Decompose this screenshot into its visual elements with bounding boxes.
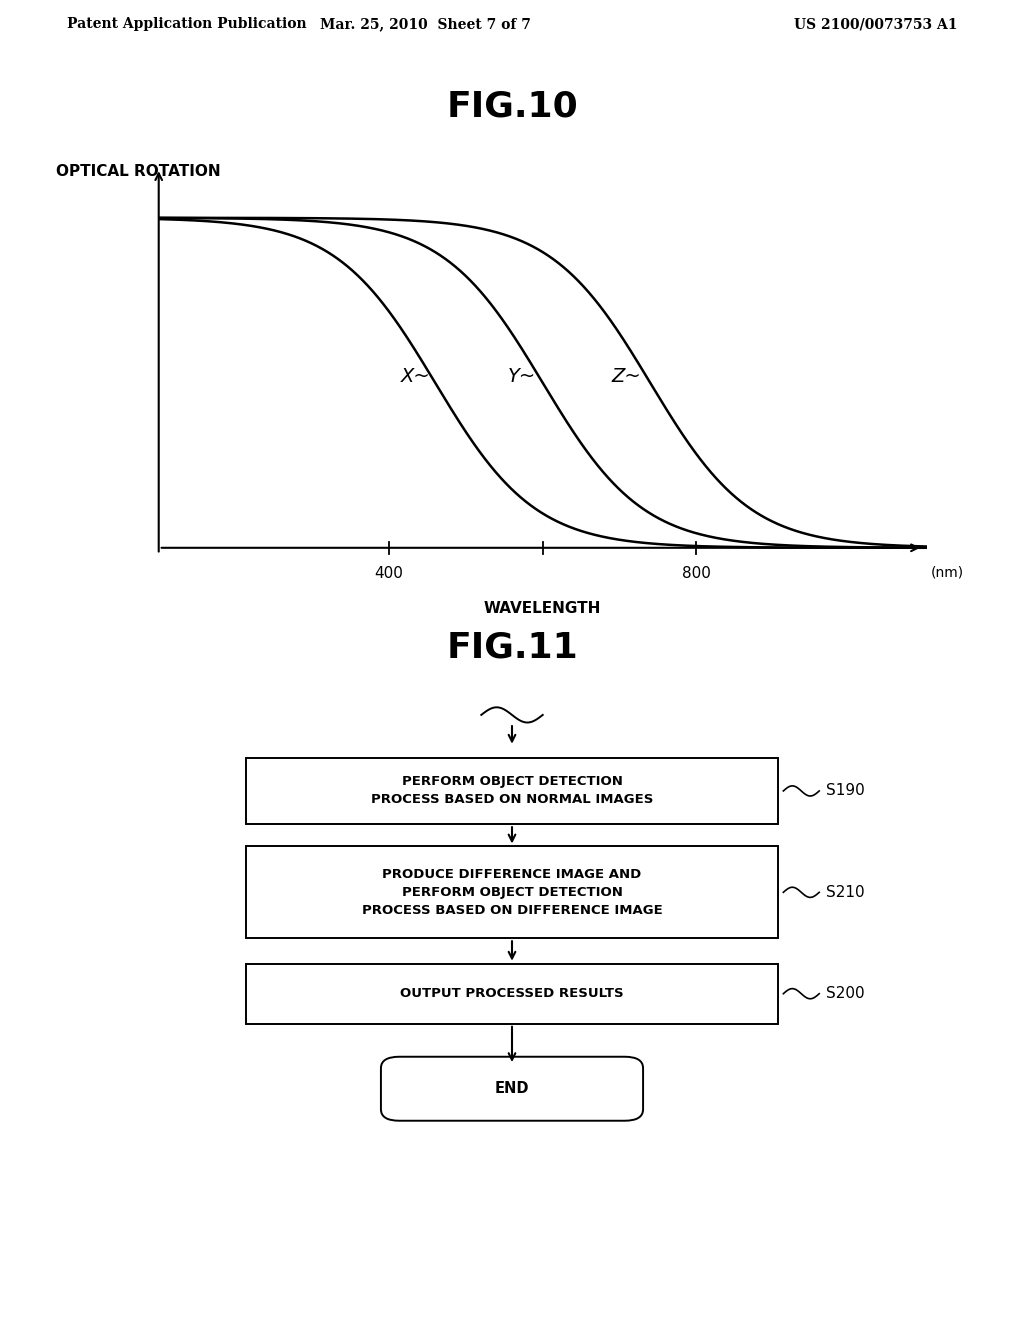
Text: S210: S210 xyxy=(826,884,865,900)
Text: Mar. 25, 2010  Sheet 7 of 7: Mar. 25, 2010 Sheet 7 of 7 xyxy=(319,17,530,32)
Text: PERFORM OBJECT DETECTION
PROCESS BASED ON NORMAL IMAGES: PERFORM OBJECT DETECTION PROCESS BASED O… xyxy=(371,775,653,807)
Text: FIG.10: FIG.10 xyxy=(446,90,578,124)
Text: 800: 800 xyxy=(682,566,711,581)
Text: PRODUCE DIFFERENCE IMAGE AND
PERFORM OBJECT DETECTION
PROCESS BASED ON DIFFERENC: PRODUCE DIFFERENCE IMAGE AND PERFORM OBJ… xyxy=(361,867,663,917)
Text: US 2100/0073753 A1: US 2100/0073753 A1 xyxy=(794,17,957,32)
FancyBboxPatch shape xyxy=(246,846,778,939)
Text: FIG.11: FIG.11 xyxy=(446,631,578,665)
FancyBboxPatch shape xyxy=(381,1057,643,1121)
Text: S200: S200 xyxy=(826,986,865,1001)
Text: WAVELENGTH: WAVELENGTH xyxy=(484,601,601,615)
Text: X~: X~ xyxy=(400,367,430,385)
Text: S190: S190 xyxy=(826,784,865,799)
Text: OUTPUT PROCESSED RESULTS: OUTPUT PROCESSED RESULTS xyxy=(400,987,624,1001)
FancyBboxPatch shape xyxy=(246,964,778,1024)
Text: (nm): (nm) xyxy=(931,566,964,579)
FancyBboxPatch shape xyxy=(246,758,778,824)
Text: 400: 400 xyxy=(375,566,403,581)
Text: Y~: Y~ xyxy=(508,367,537,385)
Text: END: END xyxy=(495,1081,529,1096)
Text: Patent Application Publication: Patent Application Publication xyxy=(67,17,306,32)
Text: Z~: Z~ xyxy=(611,367,642,385)
Text: OPTICAL ROTATION: OPTICAL ROTATION xyxy=(56,164,221,180)
